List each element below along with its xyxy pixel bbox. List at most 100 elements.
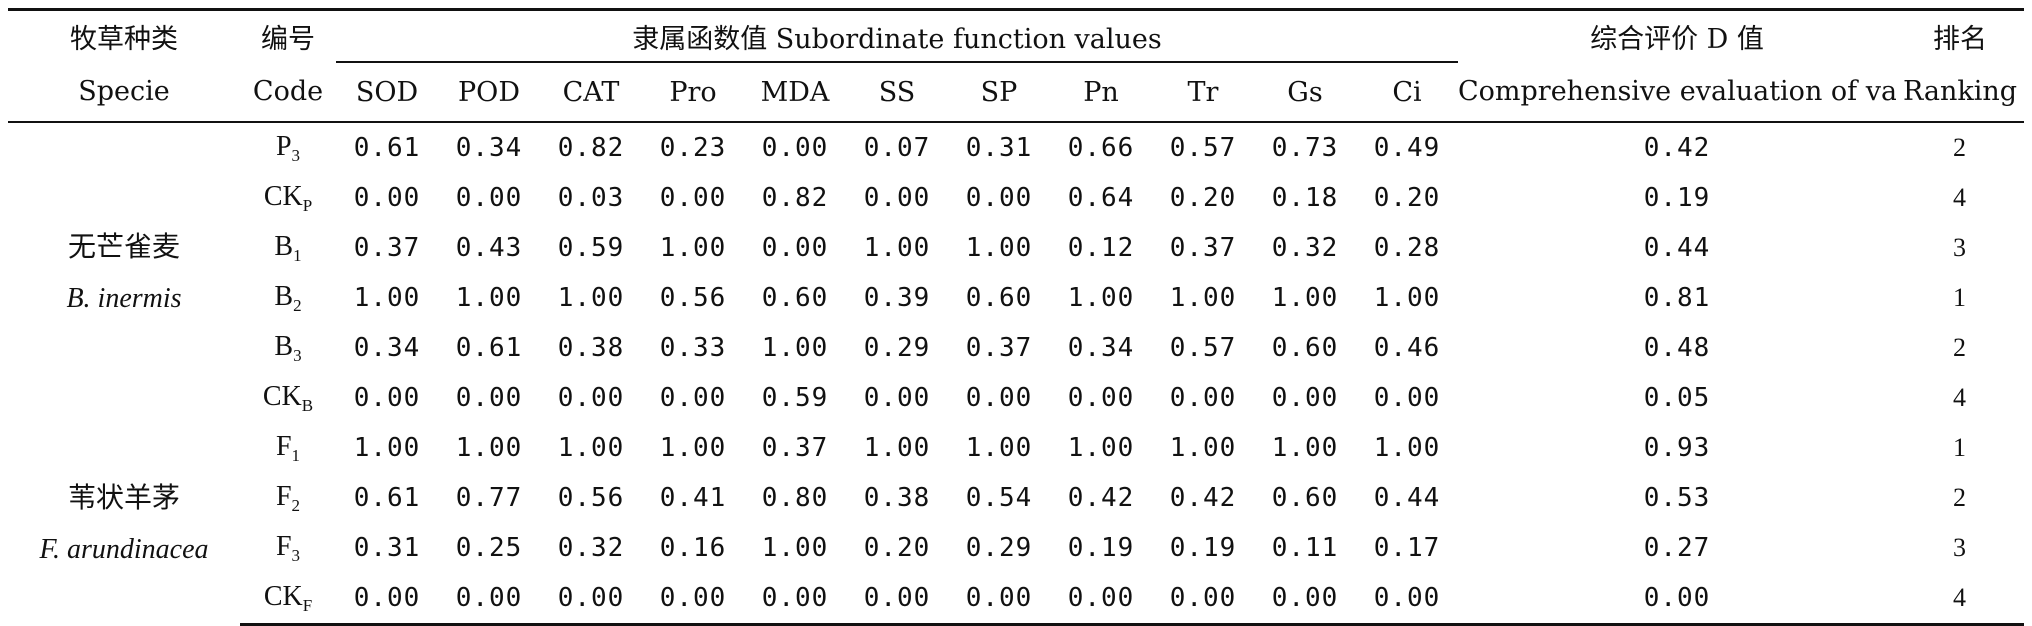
value-cell: 1.00 (863, 233, 931, 263)
header-indicator: Ci (1356, 62, 1458, 123)
header-indicator: POD (438, 62, 540, 123)
header-comprehensive-en: Comprehensive evaluation of value (1458, 62, 1896, 123)
header-species-cn: 牧草种类 (8, 8, 240, 62)
d-value-cell: 0.00 (1458, 573, 1896, 626)
value-cell: 1.00 (659, 433, 727, 463)
value-cell: 0.39 (863, 283, 931, 313)
table-row: F3 0.31 0.25 0.32 0.16 1.00 0.20 0.29 0.19 0.19 0.… (8, 523, 2024, 573)
header-indicator: CAT (540, 62, 642, 123)
value-cell: 1.00 (761, 333, 829, 363)
header-indicator: Pro (642, 62, 744, 123)
value-cell: 0.61 (353, 483, 421, 513)
value-cell: 0.00 (659, 183, 727, 213)
code-cell: F2 (240, 473, 336, 523)
value-cell: 0.00 (353, 183, 421, 213)
header-indicator: SP (948, 62, 1050, 123)
table-row: CKP 0.00 0.00 0.03 0.00 0.82 0.00 0.00 0.64 0.20 0… (8, 173, 2024, 223)
value-cell: 0.60 (1271, 483, 1339, 513)
d-value-cell: 0.53 (1643, 483, 1711, 513)
value-cell: 0.28 (1373, 233, 1441, 263)
value-cell: 0.49 (1373, 133, 1441, 163)
value-cell: 0.25 (455, 533, 523, 563)
value-cell: 0.73 (1271, 133, 1339, 163)
value-cell: 0.82 (761, 183, 829, 213)
value-cell: 0.19 (1169, 533, 1237, 563)
header-indicator: SS (846, 62, 948, 123)
subordinate-function-table: 牧草种类 编号 隶属函数值 Subordinate function value… (8, 8, 2024, 626)
value-cell: 0.00 (761, 133, 829, 163)
header-row-2: Specie Code SOD POD CAT Pro MDA SS SP Pn… (8, 62, 2024, 123)
header-species-en: Specie (8, 62, 240, 123)
value-cell: 0.57 (1169, 133, 1237, 163)
value-cell: 0.31 (965, 133, 1033, 163)
value-cell: 0.00 (948, 573, 1050, 626)
value-cell: 0.00 (863, 383, 931, 413)
header-indicator: Tr (1152, 62, 1254, 123)
code-cell: B1 (240, 223, 336, 273)
value-cell: 0.00 (1373, 383, 1441, 413)
value-cell: 0.03 (557, 183, 625, 213)
value-cell: 0.00 (965, 183, 1033, 213)
value-cell: 0.00 (846, 573, 948, 626)
species-name-cn: 苇状羊茅 (67, 480, 180, 514)
value-cell: 0.00 (336, 573, 438, 626)
ranking-cell: 2 (1953, 133, 1967, 162)
value-cell: 0.12 (1067, 233, 1135, 263)
value-cell: 0.61 (455, 333, 523, 363)
value-cell: 0.34 (455, 133, 523, 163)
species-name-cn: 无芒雀麦 (67, 230, 180, 263)
value-cell: 0.00 (1356, 573, 1458, 626)
value-cell: 0.00 (761, 233, 829, 263)
header-ranking-cn: 排名 (1896, 8, 2024, 62)
value-cell: 0.31 (353, 533, 421, 563)
header-indicator: MDA (744, 62, 846, 123)
value-cell: 1.00 (965, 433, 1033, 463)
value-cell: 0.00 (642, 573, 744, 626)
value-cell: 1.00 (761, 533, 829, 563)
code-label: B (274, 330, 294, 362)
d-value-cell: 0.48 (1643, 333, 1711, 363)
header-ranking-en: Ranking (1896, 62, 2024, 123)
value-cell: 0.61 (353, 133, 421, 163)
header-indicator: Gs (1254, 62, 1356, 123)
value-cell: 1.00 (455, 283, 523, 313)
table-container: 牧草种类 编号 隶属函数值 Subordinate function value… (8, 8, 2024, 626)
code-cell: F1 (240, 423, 336, 473)
value-cell: 1.00 (557, 433, 625, 463)
value-cell: 1.00 (557, 283, 625, 313)
value-cell: 0.33 (659, 333, 727, 363)
value-cell: 0.44 (1373, 483, 1441, 513)
value-cell: 0.42 (1067, 483, 1135, 513)
code-cell: CKB (240, 373, 336, 423)
value-cell: 0.00 (438, 573, 540, 626)
code-label: B (274, 230, 294, 262)
value-cell: 0.59 (557, 233, 625, 263)
code-label: CK (263, 180, 303, 212)
value-cell: 0.29 (965, 533, 1033, 563)
value-cell: 0.43 (455, 233, 523, 263)
code-subscript: 3 (293, 345, 302, 365)
code-cell: B3 (240, 323, 336, 373)
d-value-cell: 0.27 (1643, 533, 1711, 563)
value-cell: 0.00 (1067, 383, 1135, 413)
value-cell: 1.00 (659, 233, 727, 263)
code-label: F (275, 430, 292, 462)
header-row-1: 牧草种类 编号 隶属函数值 Subordinate function value… (8, 8, 2024, 63)
value-cell: 0.56 (659, 283, 727, 313)
value-cell: 1.00 (455, 433, 523, 463)
value-cell: 0.00 (744, 573, 846, 626)
species-name-latin: B. inermis (66, 283, 182, 314)
d-value-cell: 0.44 (1643, 233, 1711, 263)
code-label: P (275, 130, 292, 162)
code-subscript: 2 (291, 495, 301, 515)
species-cell: 苇状羊茅 F. arundinacea (8, 423, 240, 625)
value-cell: 0.00 (353, 383, 421, 413)
value-cell: 0.46 (1373, 333, 1441, 363)
code-label: F (275, 530, 292, 562)
value-cell: 0.77 (455, 483, 523, 513)
ranking-cell: 3 (1953, 233, 1967, 262)
value-cell: 1.00 (353, 433, 421, 463)
value-cell: 0.59 (761, 383, 829, 413)
value-cell: 1.00 (1067, 283, 1135, 313)
value-cell: 0.16 (659, 533, 727, 563)
